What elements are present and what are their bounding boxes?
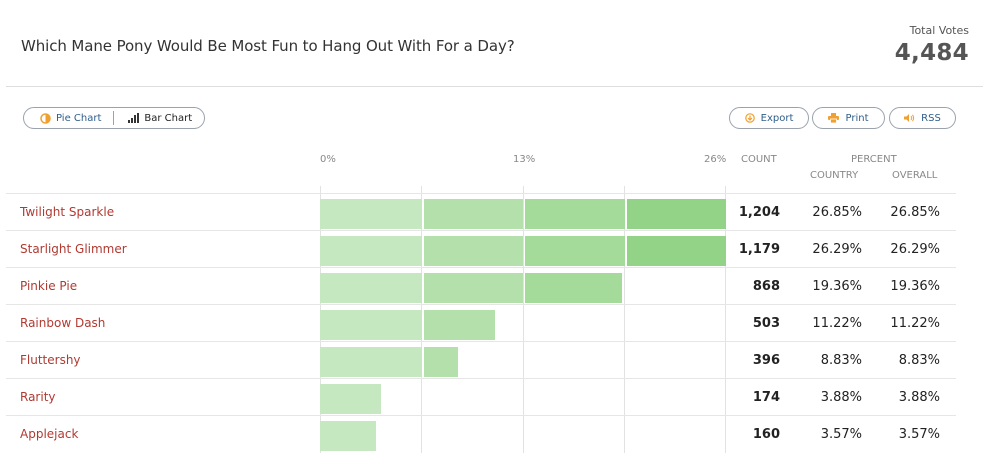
bar-segment — [320, 347, 422, 377]
overall-percent: 19.36% — [890, 279, 940, 294]
vote-count: 160 — [752, 427, 780, 442]
bar-segment — [320, 273, 422, 303]
bar-segment — [626, 236, 726, 266]
vote-count: 1,204 — [738, 205, 780, 220]
total-votes-label: Total Votes — [909, 24, 969, 37]
printer-icon — [828, 113, 840, 123]
country-percent: 11.22% — [812, 316, 862, 331]
export-button[interactable]: Export — [729, 107, 809, 129]
option-label[interactable]: Applejack — [20, 427, 79, 441]
country-percent: 19.36% — [812, 279, 862, 294]
bar — [320, 421, 376, 451]
bar-segment — [423, 273, 523, 303]
bar-segment — [320, 199, 422, 229]
table-row: Rarity 174 3.88% 3.88% — [6, 378, 956, 416]
table-row: Starlight Glimmer 1,179 26.29% 26.29% — [6, 230, 956, 268]
x-tick-label: 13% — [513, 154, 536, 165]
table-row: Rainbow Dash 503 11.22% 11.22% — [6, 304, 956, 342]
overall-percent: 26.29% — [890, 242, 940, 257]
gridline — [523, 186, 524, 453]
option-label[interactable]: Rarity — [20, 390, 56, 404]
vote-count: 1,179 — [738, 242, 780, 257]
bar-chart-label: Bar Chart — [144, 112, 193, 124]
gridline — [624, 186, 625, 453]
option-label[interactable]: Starlight Glimmer — [20, 242, 127, 256]
bar — [320, 199, 739, 229]
bar-chart-button[interactable]: Bar Chart — [126, 113, 192, 124]
pie-chart-icon — [38, 112, 52, 124]
overall-percent: 26.85% — [890, 205, 940, 220]
switch-divider — [113, 111, 115, 125]
x-tick-label: 26% — [704, 154, 727, 165]
option-label[interactable]: Fluttershy — [20, 353, 81, 367]
chart-type-switch: Pie Chart Bar Chart — [23, 107, 205, 129]
overall-column-header: OVERALL — [892, 170, 938, 181]
bar-segment — [423, 236, 523, 266]
pie-chart-button[interactable]: Pie Chart — [38, 113, 101, 124]
poll-header: Which Mane Pony Would Be Most Fun to Han… — [6, 0, 983, 87]
bar-segment — [525, 273, 623, 303]
speaker-icon — [904, 113, 915, 123]
export-icon — [744, 113, 755, 123]
total-votes-value: 4,484 — [894, 40, 969, 66]
poll-title: Which Mane Pony Would Be Most Fun to Han… — [21, 37, 515, 55]
bar-segment — [626, 199, 726, 229]
vote-count: 503 — [752, 316, 780, 331]
table-row: Twilight Sparkle 1,204 26.85% 26.85% — [6, 193, 956, 231]
percent-column-header: PERCENT — [851, 154, 897, 165]
x-tick-label: 0% — [320, 154, 336, 165]
overall-percent: 8.83% — [898, 353, 940, 368]
bar-segment — [320, 310, 422, 340]
count-column-header: COUNT — [741, 154, 777, 165]
overall-percent: 11.22% — [890, 316, 940, 331]
gridline — [421, 186, 422, 453]
vote-count: 396 — [752, 353, 780, 368]
country-percent: 3.57% — [820, 427, 862, 442]
bar-segment — [320, 236, 422, 266]
country-percent: 3.88% — [820, 390, 862, 405]
rss-button[interactable]: RSS — [889, 107, 956, 129]
vote-count: 174 — [752, 390, 780, 405]
table-row: Applejack 160 3.57% 3.57% — [6, 415, 956, 453]
option-label[interactable]: Pinkie Pie — [20, 279, 78, 293]
table-row: Pinkie Pie 868 19.36% 19.36% — [6, 267, 956, 305]
print-button[interactable]: Print — [812, 107, 885, 129]
bar — [320, 236, 731, 266]
country-column-header: COUNTRY — [810, 170, 859, 181]
print-label: Print — [845, 112, 869, 124]
table-row: Fluttershy 396 8.83% 8.83% — [6, 341, 956, 379]
rss-label: RSS — [921, 112, 941, 124]
bar-segment — [423, 310, 496, 340]
country-percent: 26.29% — [812, 242, 862, 257]
vote-count: 868 — [752, 279, 780, 294]
bar-segment — [525, 199, 625, 229]
overall-percent: 3.88% — [898, 390, 940, 405]
bar-segment — [423, 347, 458, 377]
bar — [320, 273, 623, 303]
bar-segment — [423, 199, 523, 229]
option-label[interactable]: Twilight Sparkle — [20, 205, 115, 219]
bar-segment — [320, 421, 376, 451]
bar — [320, 347, 458, 377]
country-percent: 8.83% — [820, 353, 862, 368]
bar — [320, 384, 381, 414]
option-label[interactable]: Rainbow Dash — [20, 316, 106, 330]
overall-percent: 3.57% — [898, 427, 940, 442]
bar-chart-icon — [126, 113, 140, 123]
pie-chart-label: Pie Chart — [56, 112, 102, 124]
gridline — [725, 186, 726, 453]
country-percent: 26.85% — [812, 205, 862, 220]
export-label: Export — [760, 112, 794, 124]
bar — [320, 310, 496, 340]
bar-segment — [525, 236, 625, 266]
bar-segment — [320, 384, 381, 414]
